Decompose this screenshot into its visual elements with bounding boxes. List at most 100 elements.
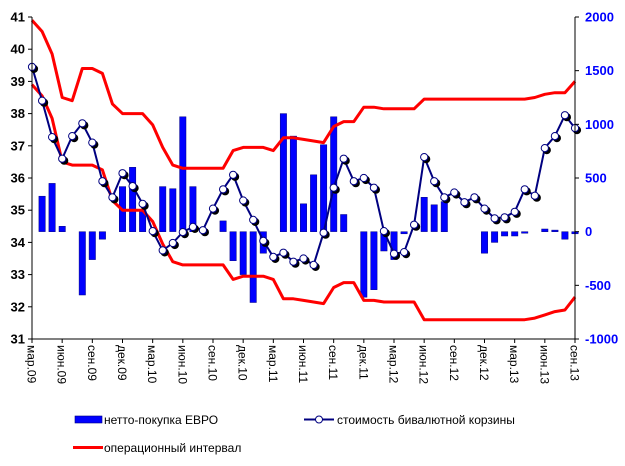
bar <box>78 231 86 296</box>
basket-point <box>460 198 469 207</box>
basket-point <box>560 111 570 120</box>
basket-point <box>410 220 419 229</box>
bar <box>219 220 227 232</box>
bar <box>541 228 549 232</box>
basket-point <box>289 257 298 266</box>
bar <box>289 135 297 232</box>
x-tick-label: мар.12 <box>387 345 401 384</box>
bar <box>300 203 307 232</box>
x-tick-label: сен.09 <box>85 345 99 381</box>
basket-point <box>249 215 258 224</box>
basket-point <box>148 227 157 236</box>
basket-point <box>158 246 167 255</box>
x-tick-label: мар.11 <box>266 345 280 383</box>
x-tick-label: дек.09 <box>115 345 129 381</box>
left-tick-label: 36 <box>11 171 25 186</box>
left-tick-label: 32 <box>11 299 25 314</box>
x-tick-label: сен.10 <box>206 345 220 381</box>
basket-point <box>128 182 137 191</box>
x-tick-label: июн.09 <box>55 345 69 384</box>
x-tick-label: мар.13 <box>507 345 521 384</box>
legend-item-net-purchase: нетто-покупка ЕВРО <box>74 413 218 427</box>
legend-label-operational-interval: операционный интервал <box>104 441 241 455</box>
basket-point <box>480 204 489 213</box>
bar <box>189 186 197 232</box>
basket-point <box>88 138 97 147</box>
right-tick-label: 1000 <box>585 117 614 132</box>
x-tick-label: июн.13 <box>537 345 551 384</box>
x-tick-label: июн.11 <box>296 345 310 383</box>
basket-point <box>48 133 57 142</box>
bar <box>179 116 187 232</box>
x-tick-label: июн.10 <box>175 345 189 384</box>
bar <box>491 231 499 243</box>
left-tick-label: 40 <box>11 42 25 57</box>
bar <box>440 201 448 232</box>
right-tick-label: 1500 <box>585 63 614 78</box>
bar <box>249 231 257 303</box>
x-tick-label: сен.11 <box>326 345 340 380</box>
basket-point <box>450 188 459 197</box>
x-tick-label: дек.10 <box>236 345 250 381</box>
left-tick-label: 35 <box>11 203 25 218</box>
legend-label-net-purchase: нетто-покупка ЕВРО <box>104 413 218 427</box>
bar <box>511 231 519 237</box>
bar <box>58 226 66 232</box>
basket-point <box>530 191 539 200</box>
basket-point <box>400 248 409 257</box>
x-tick-label: мар.10 <box>145 345 159 384</box>
basket-point <box>178 228 187 237</box>
basket-point <box>198 226 207 235</box>
right-tick-label: 2000 <box>585 10 614 25</box>
basket-point <box>420 153 429 162</box>
bar <box>360 231 368 298</box>
x-tick-label: дек.11 <box>356 345 370 380</box>
legend-item-operational-interval: операционный интервал <box>73 441 241 455</box>
basket-point <box>78 119 87 128</box>
basket-point <box>269 252 278 261</box>
right-tick-label: -500 <box>585 278 611 293</box>
basket-point <box>229 170 238 179</box>
bar <box>551 229 559 232</box>
basket-point <box>329 183 338 192</box>
bar <box>501 231 509 237</box>
basket-point <box>259 236 268 245</box>
basket-point <box>349 177 358 186</box>
basket-point <box>208 204 218 213</box>
basket-point <box>219 185 228 194</box>
bar <box>88 231 96 260</box>
bar <box>229 231 237 261</box>
x-tick-label: сен.13 <box>568 345 582 381</box>
basket-point <box>108 193 117 202</box>
bar <box>239 231 247 275</box>
x-tick-label: дек.12 <box>477 345 491 381</box>
bar <box>521 231 529 234</box>
left-tick-label: 37 <box>11 138 25 153</box>
basket-point <box>339 154 348 163</box>
basket-point <box>510 207 519 216</box>
bar <box>340 214 348 232</box>
basket-point <box>359 173 368 183</box>
legend-swatch-bar <box>74 415 103 424</box>
legend-item-basket-cost: стоимость бивалютной корзины <box>304 413 515 427</box>
bar <box>48 183 56 232</box>
basket-point <box>319 228 328 237</box>
bar <box>159 186 167 232</box>
legend-swatch-marker <box>315 415 323 424</box>
left-tick-label: 39 <box>11 74 25 89</box>
interval-upper-line <box>30 19 577 170</box>
basket-point <box>168 238 177 248</box>
bar <box>330 116 338 232</box>
bar <box>561 231 569 240</box>
basket-point <box>379 227 388 236</box>
basket-point <box>118 169 127 178</box>
bar <box>420 197 428 232</box>
basket-point <box>58 154 67 163</box>
line-series-basket-cost <box>27 62 580 269</box>
right-tick-label: -1000 <box>585 332 618 347</box>
bar <box>38 195 46 232</box>
basket-point <box>470 193 479 202</box>
x-tick-label: мар.09 <box>25 345 39 384</box>
bar <box>370 231 378 290</box>
